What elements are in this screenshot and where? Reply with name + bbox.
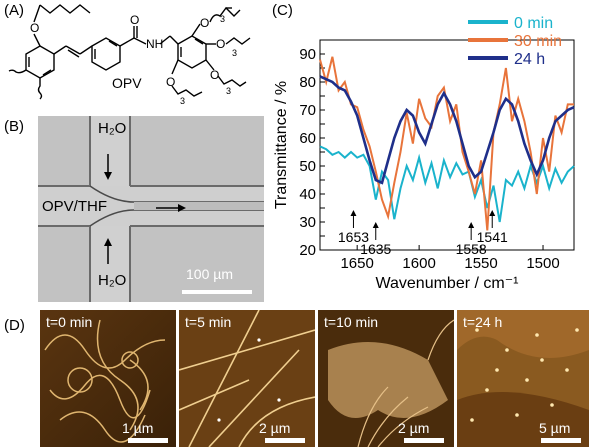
panel-label-c: (C) [272,2,293,19]
annotation-label: 1558 [456,241,487,257]
ftir-chart: 20 30 40 50 60 70 80 90 1650 1600 1550 1500 Wavenumb… [273,15,575,292]
chemical-structure: O O NH O O O O OPV 3 3 3 3 [8,4,251,106]
afm-image-24h: t=24 h 5 µm [457,310,589,447]
y-axis-label: Transmittance / % [273,81,290,209]
afm-image-10min: t=10 min 2 µm [318,310,454,447]
annotation-arrowhead [468,222,475,228]
y-tick-label: 70 [299,102,316,119]
legend-label: 0 min [514,15,553,32]
afm-time-label-5min: t=5 min [185,314,232,330]
y-tick-label: 30 [299,214,316,231]
afm-scale-label-0min: 1 µm [122,420,154,436]
afm-time-label-10min: t=10 min [324,314,379,330]
atom-oxygen-upper: O [200,16,209,30]
atom-oxygen-lower: O [210,68,219,82]
afm-scale-label-5min: 2 µm [259,420,291,436]
annotation-label: 1653 [338,229,369,245]
opv-label: OPV [112,75,142,91]
annotation-label: 1635 [360,241,391,257]
atom-oxygen-bottom: O [166,75,175,89]
afm-scale-label-24h: 5 µm [539,420,571,436]
plot-frame [319,39,575,251]
x-tick-label: 1550 [464,255,497,272]
atom-carbonyl-oxygen: O [130,13,139,27]
y-tick-label: 90 [299,46,316,63]
x-tick-label: 1600 [402,255,435,272]
panel-label-d: (D) [4,317,25,334]
x-tick-label: 1650 [340,255,373,272]
repeat-subscript-upper: 3 [220,14,225,24]
microfluidic-scale-label: 100 µm [186,266,233,282]
afm-image-0min: t=0 min 1 µm [40,310,176,447]
afm-image-5min: t=5 min 2 µm [179,310,315,447]
y-tick-label: 80 [299,74,316,91]
afm-time-label-0min: t=0 min [46,314,93,330]
annotation-label: 1541 [477,229,508,245]
afm-time-label-24h: t=24 h [463,314,503,330]
y-tick-label: 50 [299,158,316,175]
annotation-arrowhead [372,222,379,228]
h2o-top-label: H₂O [98,120,127,137]
microfluidic-micrograph: H₂O H₂O OPV/THF 100 µm [38,116,264,302]
atom-nh: NH [146,37,163,51]
x-axis-label: Wavenumber / cm⁻¹ [376,275,519,292]
repeat-subscript-bottom: 3 [180,96,185,106]
legend-label: 24 h [514,51,545,68]
opv-thf-label: OPV/THF [42,198,108,215]
afm-scale-label-10min: 2 µm [398,420,430,436]
y-tick-label: 20 [299,242,316,259]
series-line-0-min [319,145,575,223]
plot-area: 20 30 40 50 60 70 80 90 1650 1600 1550 1500 Wavenumb… [273,15,575,292]
repeat-subscript-lower: 3 [226,86,231,96]
series-line-30-min [319,56,574,231]
x-tick-label: 1500 [526,255,559,272]
y-tick-label: 40 [299,186,316,203]
h2o-bottom-label: H₂O [98,272,127,289]
annotation-arrowhead [489,210,496,216]
legend-label: 30 min [514,33,562,50]
series-line-24-h [319,75,575,185]
atom-oxygen-middle: O [216,37,225,51]
panel-label-a: (A) [4,2,24,19]
atom-oxygen: O [30,21,39,35]
panel-label-b: (B) [4,118,24,135]
y-tick-label: 60 [299,130,316,147]
annotation-arrowhead [350,210,357,216]
repeat-subscript-middle: 3 [232,48,237,58]
